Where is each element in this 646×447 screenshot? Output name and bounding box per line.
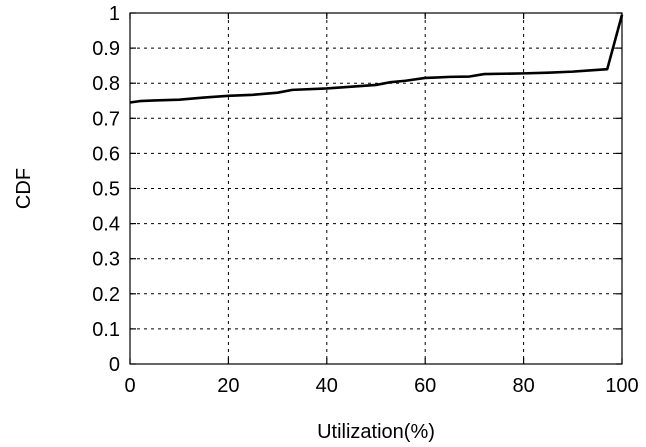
y-tick-label: 0.4 xyxy=(92,214,120,236)
grid xyxy=(130,13,622,364)
y-tick-label: 0.3 xyxy=(92,249,120,271)
y-tick-label: 1 xyxy=(109,3,120,25)
x-tick-label: 40 xyxy=(316,375,338,397)
x-tick-label: 100 xyxy=(605,375,638,397)
series-layer xyxy=(129,14,624,104)
y-tick-label: 0 xyxy=(109,354,120,376)
tick-labels: 0 0.1 0.2 0.3 0.4 0.5 0.6 0.7 0.8 0.9 1 0 20 40 60 80 10… xyxy=(92,3,639,397)
x-tick-label: 0 xyxy=(124,375,135,397)
x-tick-label: 60 xyxy=(414,375,436,397)
y-tick-label: 0.6 xyxy=(92,143,120,165)
y-tick-label: 0.7 xyxy=(92,108,120,130)
axes xyxy=(129,12,623,365)
y-tick-label: 0.5 xyxy=(92,179,120,201)
cdf-series-line xyxy=(129,14,624,104)
y-tick-label: 0.9 xyxy=(92,38,120,60)
y-tick-label: 0.2 xyxy=(92,284,120,306)
x-axis-title: Utilization(%) xyxy=(317,421,435,443)
y-axis-title: CDF xyxy=(13,168,35,209)
x-tick-label: 20 xyxy=(217,375,239,397)
x-tick-label: 80 xyxy=(512,375,534,397)
y-tick-label: 0.1 xyxy=(92,319,120,341)
y-tick-label: 0.8 xyxy=(92,73,120,95)
